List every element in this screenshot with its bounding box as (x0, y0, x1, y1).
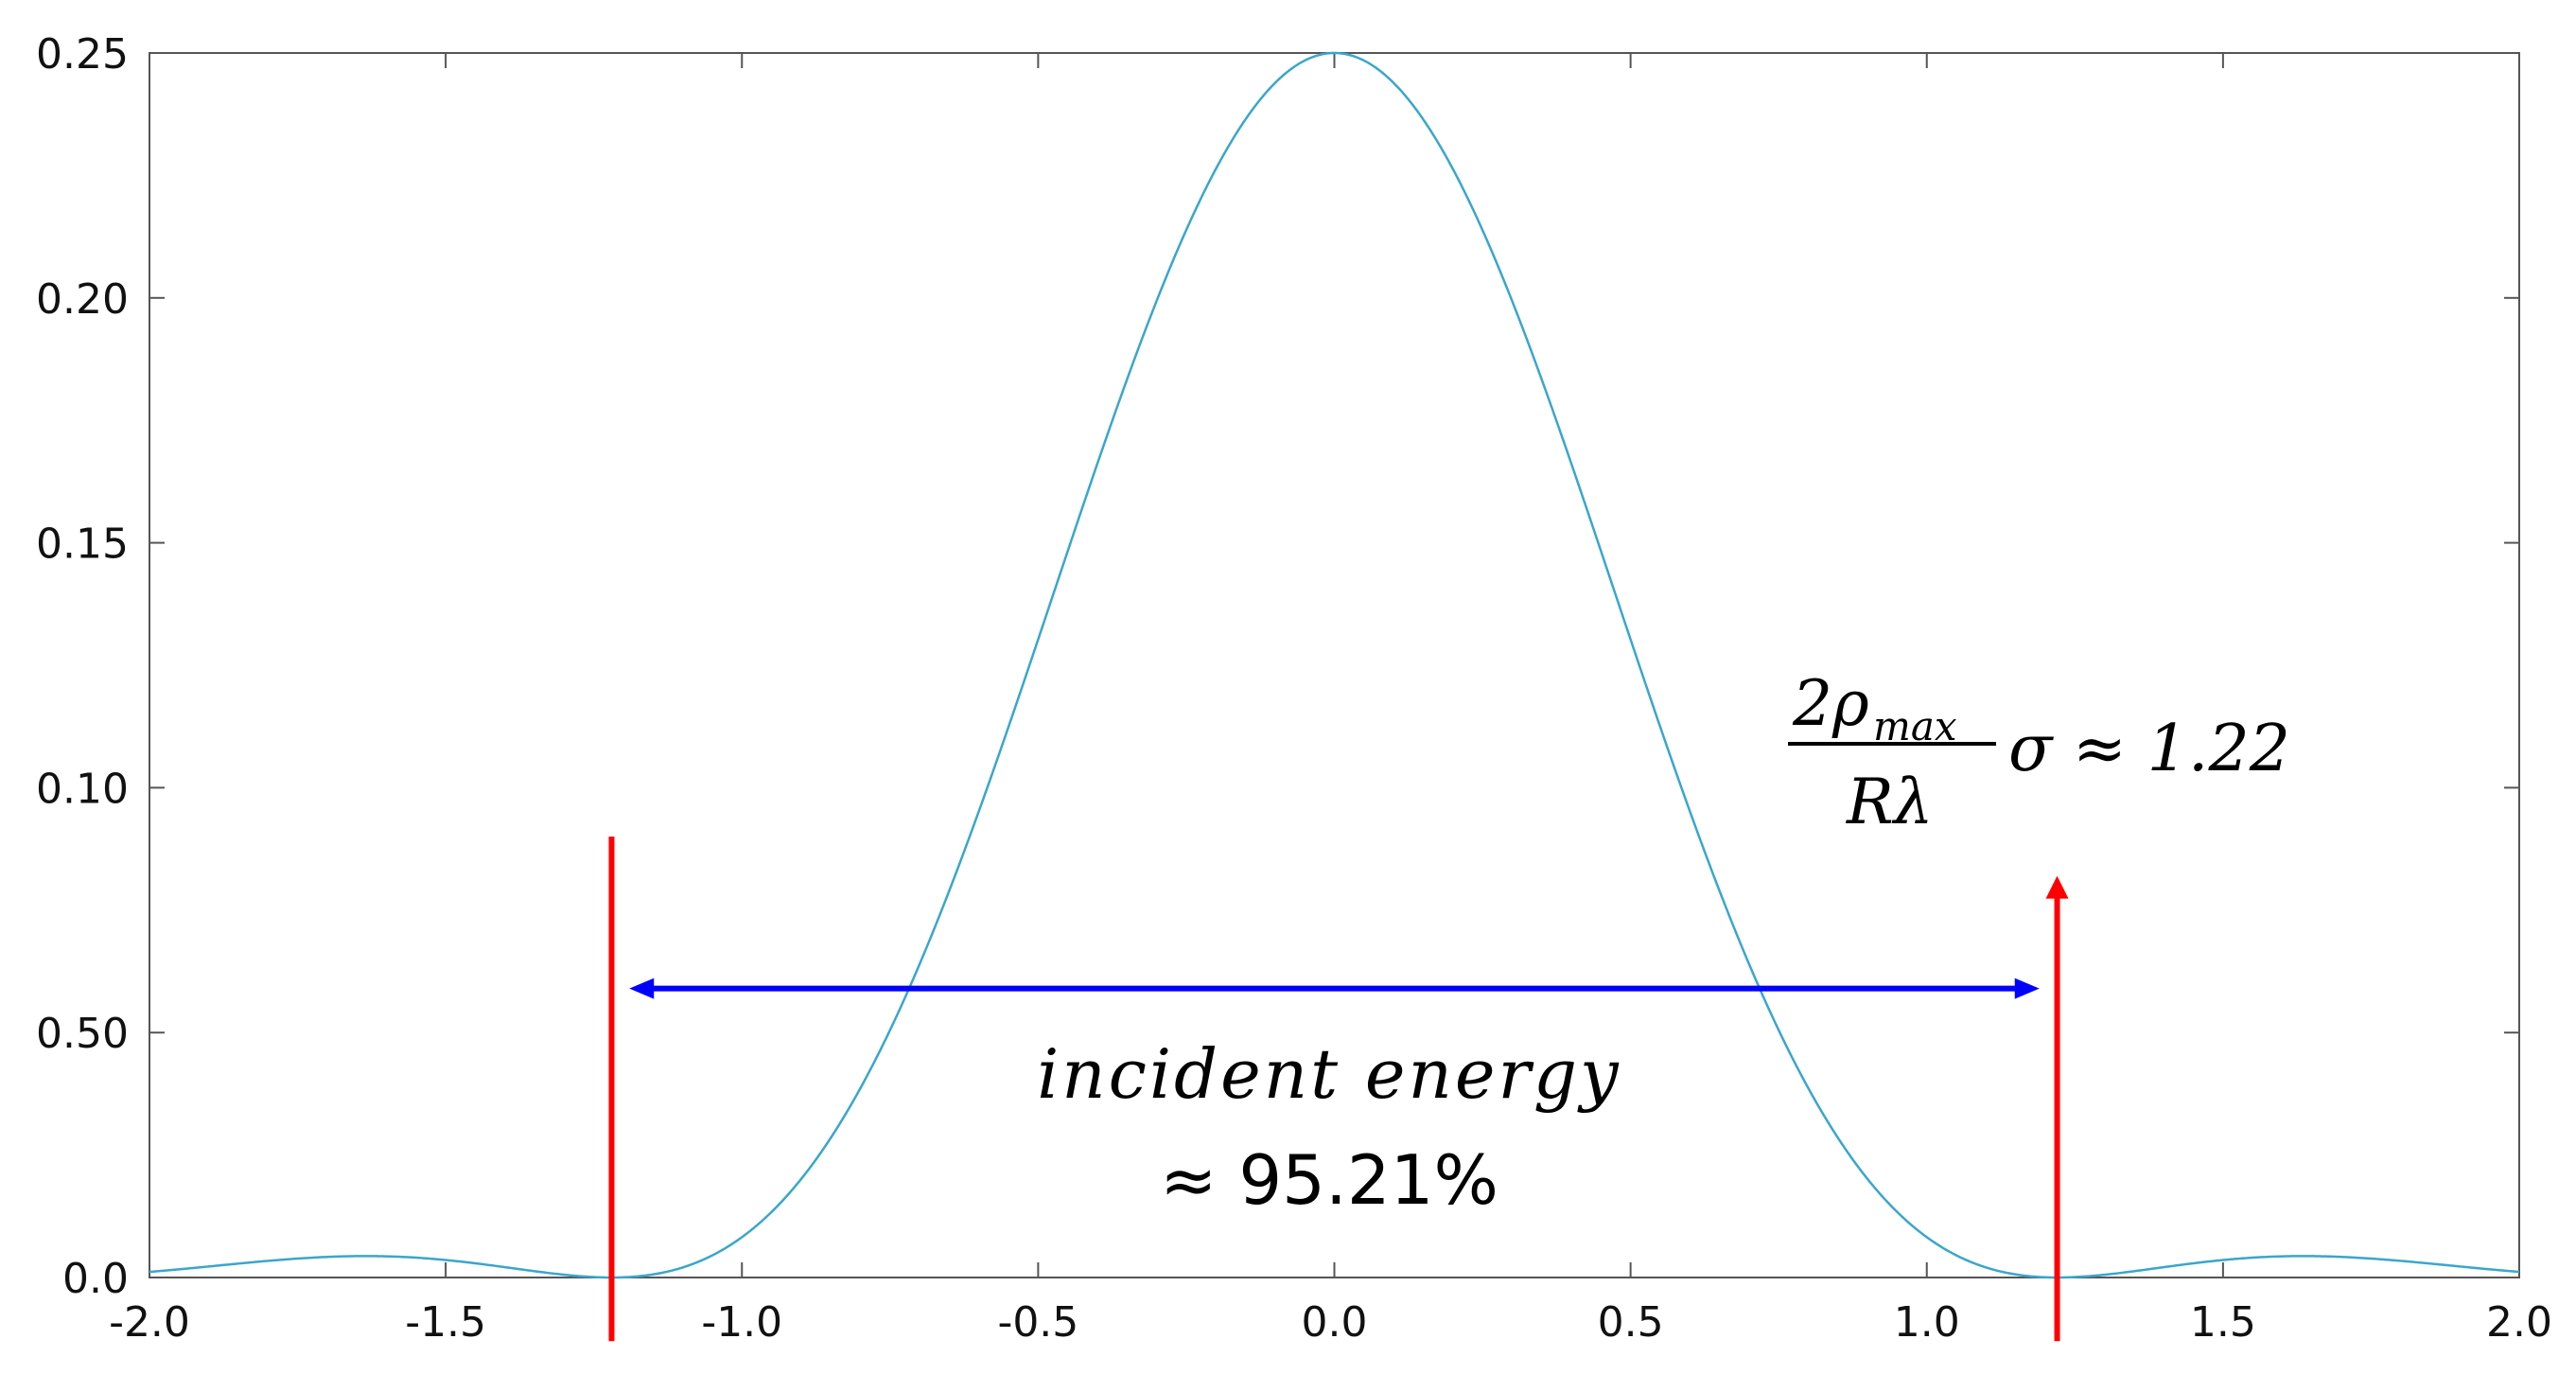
x-tick-label: 0.0 (1302, 1298, 1368, 1347)
y-tick-label: 0.10 (36, 765, 129, 813)
incident-energy-value: ≈ 95.21% (1160, 1140, 1498, 1220)
energy-span-arrow-head-left (629, 978, 655, 999)
y-tick-label: 0.25 (36, 30, 129, 79)
tick-marks (149, 52, 2520, 1278)
x-tick-label: 0.5 (1598, 1298, 1664, 1347)
airy-curve-line (149, 51, 2520, 1279)
formula-subscript: max (1873, 703, 1957, 749)
x-tick-label: 1.5 (2190, 1298, 2256, 1347)
x-tick-label: 2.0 (2486, 1298, 2552, 1347)
markers-layer (608, 837, 2069, 1342)
formula-denominator: Rλ (1846, 766, 1934, 838)
energy-span-arrow-head-right (2014, 978, 2040, 999)
formula-rest: σ ≈ 1.22 (2008, 712, 2290, 786)
formula-annotation: 2ρ max Rλ σ ≈ 1.22 (1788, 667, 2290, 838)
y-tick-label: 0.20 (36, 275, 129, 324)
y-tick-label: 0.50 (36, 1010, 129, 1058)
y-tick-label: 0.0 (62, 1255, 129, 1303)
right-cutoff-arrow-head (2045, 875, 2069, 899)
y-tick-label: 0.15 (36, 520, 129, 569)
x-tick-labels: -2.0 -1.5 -1.0 -0.5 0.0 0.5 1.0 1.5 2.0 (109, 1298, 2552, 1347)
x-tick-label: -1.0 (701, 1298, 782, 1347)
formula-numerator: 2ρ (1792, 667, 1869, 740)
x-tick-label: -1.5 (405, 1298, 486, 1347)
y-tick-labels: 0.0 0.50 0.10 0.15 0.20 0.25 (36, 30, 129, 1303)
x-tick-label: -0.5 (997, 1298, 1078, 1347)
curve-layer (149, 51, 2520, 1279)
incident-energy-label: incident energy (1037, 1034, 1621, 1114)
x-tick-label: -2.0 (109, 1298, 190, 1347)
x-tick-label: 1.0 (1894, 1298, 1960, 1347)
